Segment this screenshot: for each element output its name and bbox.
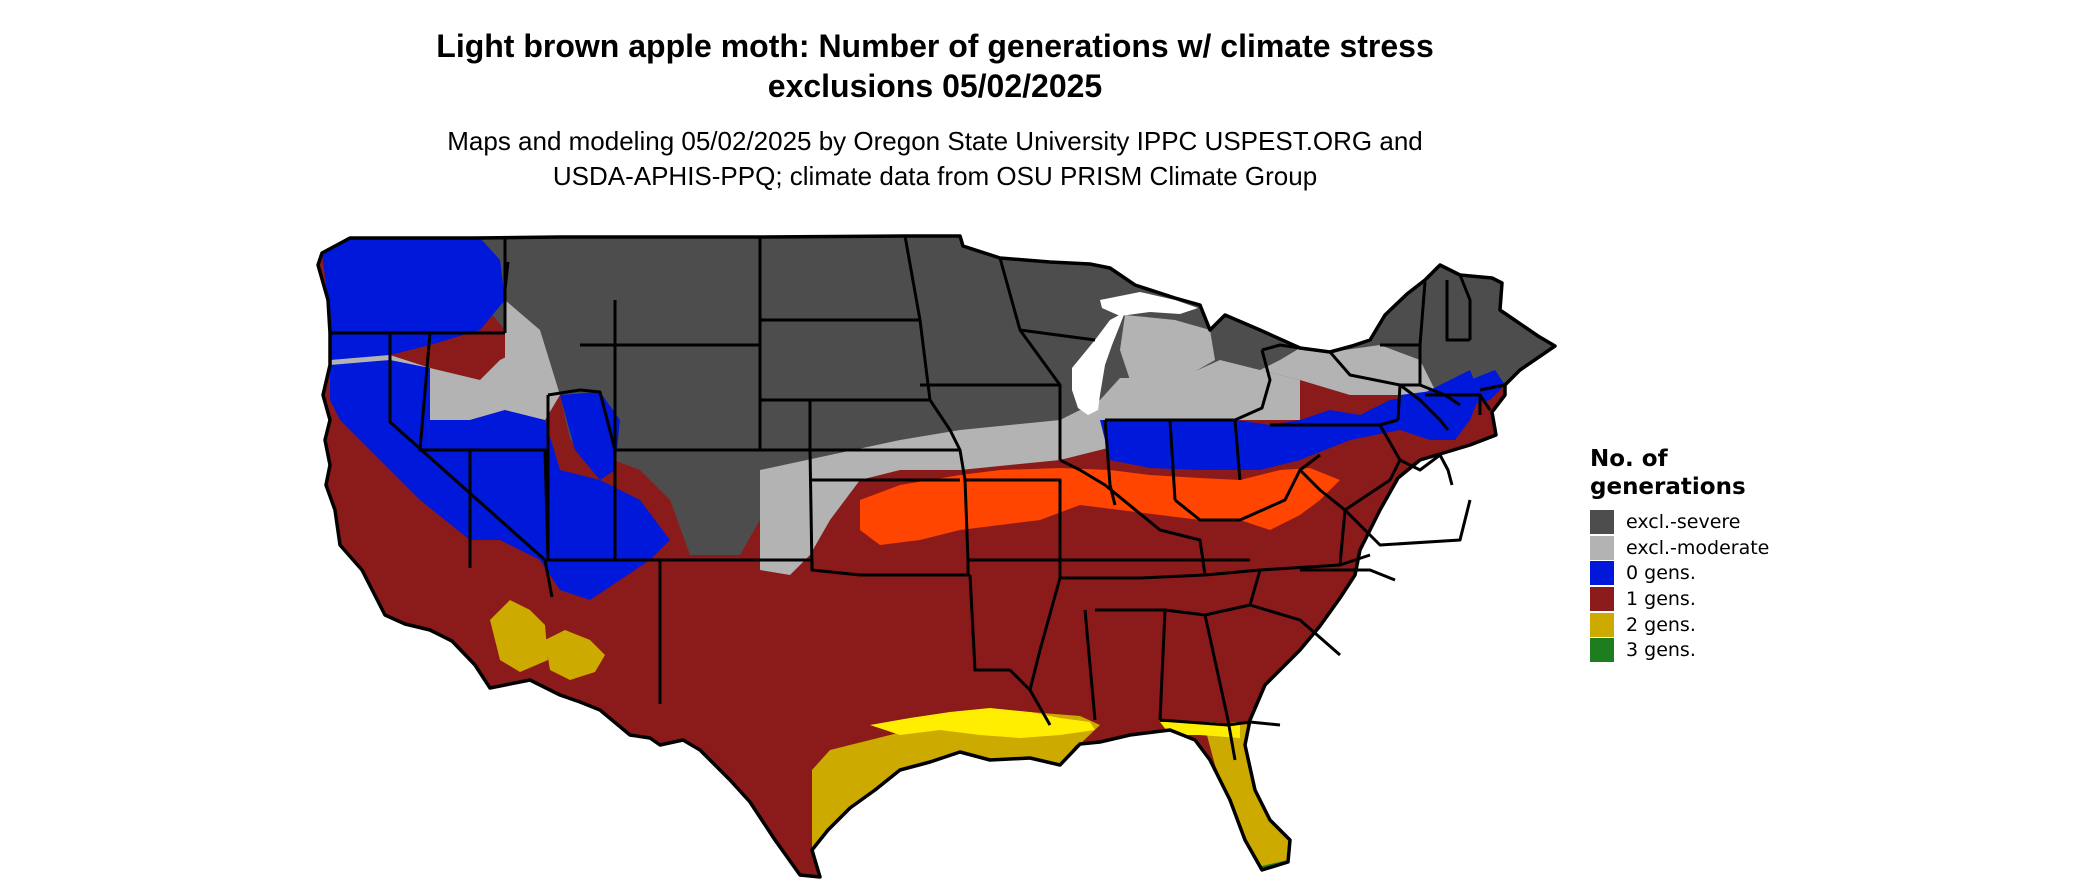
zone-2-gen-arizona [545, 630, 605, 680]
title-line-2: exclusions 05/02/2025 [767, 68, 1103, 104]
legend-item: 3 gens. [1590, 637, 1769, 663]
map-title: Light brown apple moth: Number of genera… [350, 26, 1520, 106]
title-line-1: Light brown apple moth: Number of genera… [436, 28, 1434, 64]
legend-item: excl.-severe [1590, 509, 1769, 535]
legend-swatch [1590, 638, 1614, 663]
legend-label: excl.-moderate [1626, 536, 1770, 559]
legend-label: excl.-severe [1626, 510, 1741, 533]
legend-swatch [1590, 561, 1614, 586]
zone-orange-band [860, 468, 1340, 545]
generation-raster [318, 236, 1555, 877]
zone-0-gen-pacific-nw [322, 238, 505, 360]
legend-label: 2 gens. [1626, 613, 1696, 636]
legend-label: 0 gens. [1626, 562, 1696, 585]
legend-title-line-1: No. of [1590, 446, 1668, 472]
zone-excl-moderate-michigan [1120, 315, 1215, 380]
legend-swatch [1590, 612, 1614, 637]
lake-superior [1100, 292, 1198, 316]
legend-label: 1 gens. [1626, 587, 1696, 610]
lake-michigan [1072, 312, 1125, 415]
legend-swatch [1590, 586, 1614, 611]
zone-excl-moderate-west [505, 300, 560, 430]
zone-2-gen-desert-sw [490, 600, 548, 672]
zone-0-gen-great-basin [330, 360, 670, 600]
zone-excl-moderate-northeast [1260, 345, 1440, 400]
zone-2-gen-florida [1205, 722, 1290, 870]
legend-swatch [1590, 509, 1614, 534]
state-borders [316, 234, 1557, 879]
subtitle-line-2: USDA-APHIS-PPQ; climate data from OSU PR… [552, 161, 1318, 191]
great-lakes [1072, 292, 1198, 415]
subtitle-line-1: Maps and modeling 05/02/2025 by Oregon S… [447, 126, 1423, 156]
legend-swatch [1590, 535, 1614, 560]
zone-0-gen-northeast [1100, 370, 1480, 470]
legend-items: excl.-severe excl.-moderate 0 gens. 1 gens.… [1590, 509, 1769, 663]
legend-item: 2 gens. [1590, 612, 1769, 638]
map-subtitle: Maps and modeling 05/02/2025 by Oregon S… [350, 124, 1520, 194]
legend-item: 0 gens. [1590, 560, 1769, 586]
legend-item: 1 gens. [1590, 586, 1769, 612]
zone-bright-yellow-gulf [870, 708, 1095, 738]
zone-2-gen-texas-gulf [812, 712, 1080, 850]
legend: No. of generations excl.-severe excl.-mod… [1590, 445, 1769, 663]
legend-label: 3 gens. [1626, 639, 1696, 662]
legend-title-line-2: generations [1590, 474, 1746, 500]
legend-title: No. of generations [1590, 445, 1769, 501]
us-generations-map [316, 234, 1557, 879]
legend-item: excl.-moderate [1590, 535, 1769, 561]
zone-excl-moderate-plains [760, 360, 1300, 575]
